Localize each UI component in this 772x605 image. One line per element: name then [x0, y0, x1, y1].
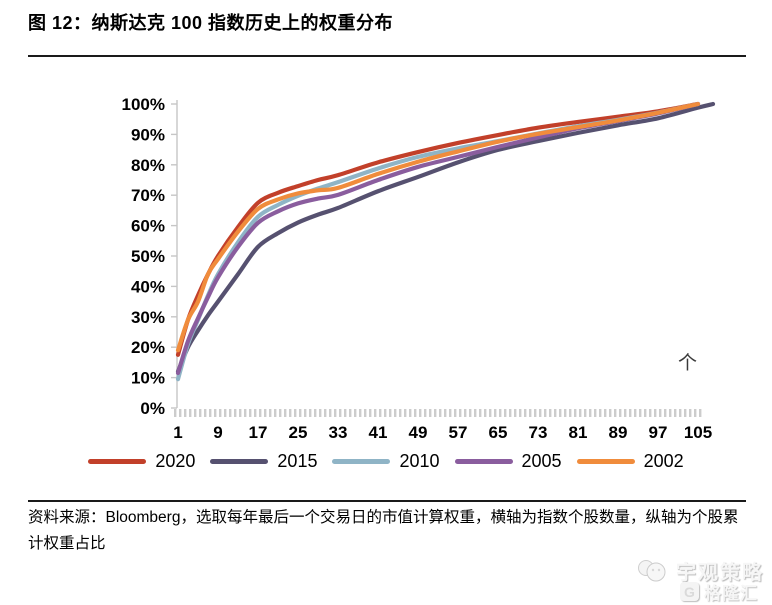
line-chart: 100% 90% 80% 70% 60% 50% 40% 30% 20% 10% 0% 1 9 17 25 3… — [0, 85, 772, 455]
x-axis-label: 81 — [569, 423, 588, 442]
watermark-brand-text: 宇观策略 — [676, 562, 764, 584]
x-axis-label: 65 — [489, 423, 508, 442]
legend-item-2020: 2020 — [88, 451, 195, 472]
y-axis-label: 0% — [140, 399, 165, 418]
legend-item-2002: 2002 — [576, 451, 684, 472]
title-divider — [28, 55, 746, 57]
chart-legend: 2020 2015 2010 2005 2002 — [0, 451, 772, 472]
y-axis-label: 100% — [122, 95, 165, 114]
source-note: 资料来源：Bloomberg，选取每年最后一个交易日的市值计算权重，横轴为指数个… — [28, 509, 739, 552]
x-axis-label: 33 — [329, 423, 348, 442]
x-axis-label: 49 — [409, 423, 428, 442]
chart-annotation-text: 个 — [678, 353, 698, 374]
figure-title: 图 12：纳斯达克 100 指数历史上的权重分布 — [28, 13, 394, 33]
legend-swatch-2015 — [210, 459, 269, 464]
x-axis-label: 57 — [449, 423, 468, 442]
x-axis-label: 25 — [289, 423, 308, 442]
footer-divider — [28, 500, 746, 502]
legend-item-2015: 2015 — [210, 451, 317, 472]
chart-canvas: 100% 90% 80% 70% 60% 50% 40% 30% 20% 10% 0% 1 9 17 25 3… — [122, 95, 716, 442]
x-axis-label: 17 — [249, 423, 268, 442]
legend-label: 2002 — [643, 451, 684, 471]
y-axis-label: 70% — [131, 186, 165, 205]
x-axis-label: 1 — [173, 423, 182, 442]
series-line-2002 — [175, 101, 701, 353]
watermark: 宇观策略 G 格隆汇 — [636, 556, 764, 604]
x-axis-label: 73 — [529, 423, 548, 442]
gelonghui-logo-icon: G — [680, 582, 699, 601]
legend-label: 2010 — [399, 451, 440, 471]
x-axis-label: 9 — [213, 423, 222, 442]
legend-label: 2015 — [277, 451, 318, 471]
x-axis-label: 105 — [684, 423, 712, 442]
y-axis-label: 90% — [131, 125, 165, 144]
legend-label: 2005 — [521, 451, 562, 471]
y-axis-label: 40% — [131, 277, 165, 296]
series-line-2005 — [175, 101, 701, 376]
legend-label: 2020 — [155, 451, 196, 471]
legend-item-2010: 2010 — [332, 451, 440, 472]
legend-swatch-2010 — [332, 459, 391, 464]
legend-swatch-2020 — [88, 459, 147, 464]
y-axis-label: 60% — [131, 217, 165, 236]
y-axis-label: 20% — [131, 338, 165, 357]
y-axis-label: 80% — [131, 156, 165, 175]
series-line-2015 — [175, 101, 716, 374]
legend-swatch-2002 — [576, 459, 635, 464]
x-axis-label: 97 — [649, 423, 668, 442]
y-axis-label: 30% — [131, 308, 165, 327]
y-axis-label: 10% — [131, 369, 165, 388]
gelonghui-logo-text: 格隆汇 — [704, 584, 758, 603]
series-line-2020 — [175, 101, 701, 357]
y-axis-label: 50% — [131, 247, 165, 266]
chat-bubbles-icon — [638, 559, 666, 581]
legend-swatch-2005 — [454, 459, 513, 464]
x-axis-label: 89 — [609, 423, 628, 442]
legend-item-2005: 2005 — [454, 451, 562, 472]
x-axis-label: 41 — [369, 423, 388, 442]
